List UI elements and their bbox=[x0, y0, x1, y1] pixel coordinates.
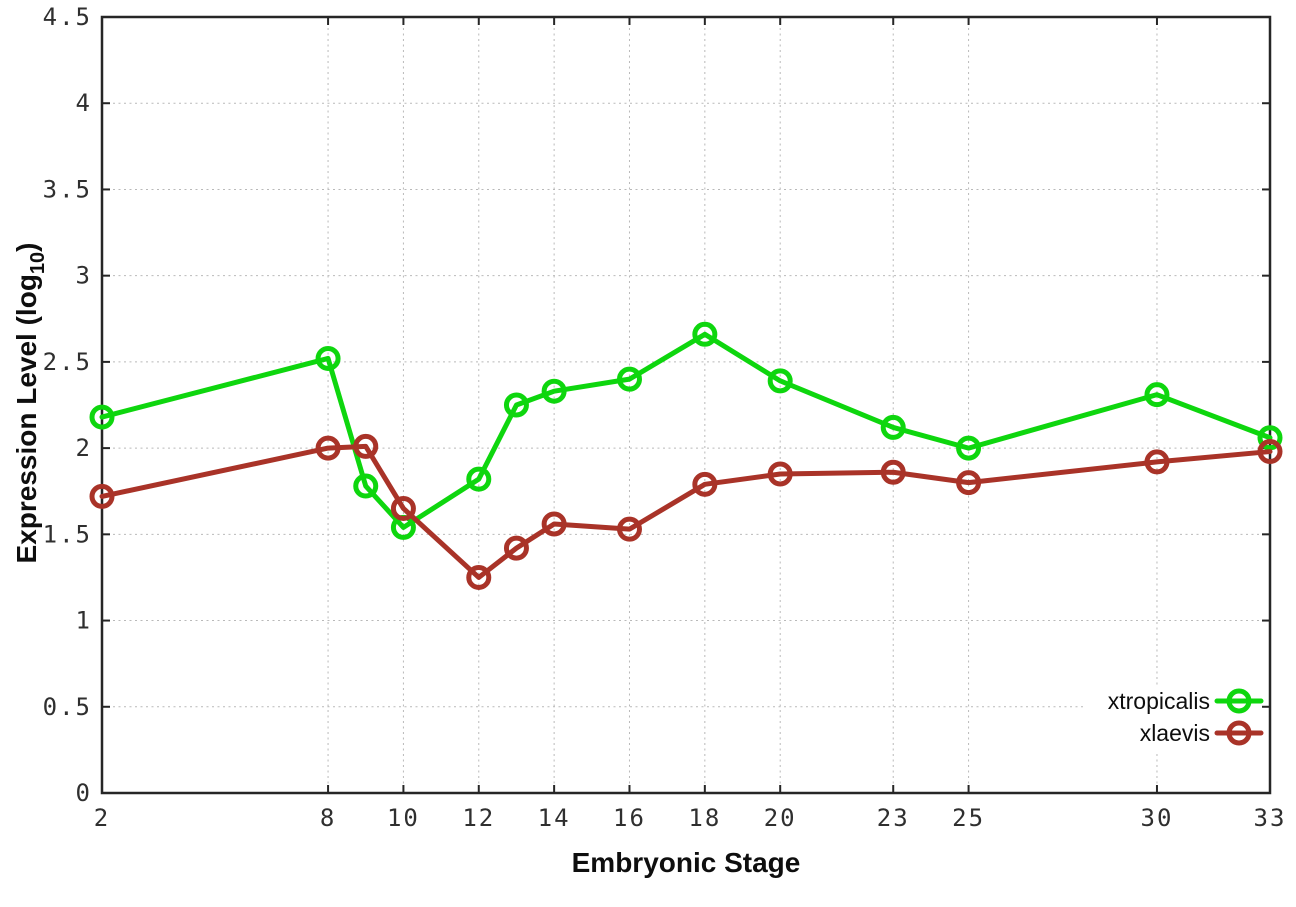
x-tick-label: 16 bbox=[613, 804, 646, 832]
y-axis-title-post: ) bbox=[11, 243, 42, 252]
x-tick-label: 30 bbox=[1141, 804, 1174, 832]
x-tick-label: 2 bbox=[94, 804, 110, 832]
x-tick-label: 12 bbox=[462, 804, 495, 832]
data-point-xlaevis-stage-8 bbox=[315, 435, 341, 461]
legend-sample-marker-xlaevis bbox=[1226, 720, 1252, 746]
y-tick-label: 4.5 bbox=[43, 3, 92, 31]
x-tick-label: 25 bbox=[952, 804, 985, 832]
y-tick-label: 2 bbox=[76, 434, 92, 462]
y-axis-title-pre: Expression Level (log bbox=[11, 274, 42, 563]
y-tick-label: 1.5 bbox=[43, 520, 92, 548]
data-point-xtropicalis-stage-2 bbox=[89, 404, 115, 430]
data-point-xtropicalis-stage-33 bbox=[1257, 425, 1283, 451]
data-point-xlaevis-stage-25 bbox=[956, 470, 982, 496]
x-tick-label: 18 bbox=[688, 804, 721, 832]
x-tick-label: 14 bbox=[538, 804, 571, 832]
x-tick-label: 33 bbox=[1254, 804, 1287, 832]
data-point-xtropicalis-stage-25 bbox=[956, 435, 982, 461]
data-point-xlaevis-stage-20 bbox=[767, 461, 793, 487]
legend-label-xlaevis: xlaevis bbox=[1140, 720, 1210, 746]
data-point-xlaevis-stage-9 bbox=[353, 433, 379, 459]
data-point-xlaevis-stage-18 bbox=[692, 471, 718, 497]
data-point-xtropicalis-stage-16 bbox=[616, 366, 642, 392]
x-axis-title: Embryonic Stage bbox=[572, 847, 801, 878]
legend-sample-marker-xtropicalis bbox=[1226, 688, 1252, 714]
plot-border bbox=[100, 15, 1272, 795]
x-tick-label: 10 bbox=[387, 804, 420, 832]
y-tick-label: 2.5 bbox=[43, 348, 92, 376]
x-tick-label: 20 bbox=[764, 804, 797, 832]
y-axis-title: Expression Level (log10) bbox=[11, 243, 49, 564]
data-point-xlaevis-stage-2 bbox=[89, 483, 115, 509]
data-point-xlaevis-stage-14 bbox=[541, 511, 567, 537]
data-point-xlaevis-stage-16 bbox=[616, 516, 642, 542]
data-point-xlaevis-stage-13 bbox=[503, 535, 529, 561]
y-tick-label: 0 bbox=[76, 779, 92, 807]
x-tick-label: 23 bbox=[877, 804, 910, 832]
y-tick-label: 0.5 bbox=[43, 693, 92, 721]
series-line-xtropicalis bbox=[99, 331, 1273, 530]
data-point-xlaevis-stage-12 bbox=[466, 564, 492, 590]
data-point-xlaevis-stage-33 bbox=[1257, 439, 1283, 465]
data-point-xtropicalis-stage-13 bbox=[503, 392, 529, 418]
y-tick-label: 3 bbox=[76, 262, 92, 290]
data-point-xlaevis-stage-23 bbox=[880, 459, 906, 485]
data-point-xtropicalis-stage-12 bbox=[466, 466, 492, 492]
y-tick-label: 1 bbox=[76, 607, 92, 635]
series-line-xlaevis bbox=[99, 443, 1273, 580]
y-tick-label: 4 bbox=[76, 89, 92, 117]
x-tick-label: 8 bbox=[320, 804, 336, 832]
data-point-xlaevis-stage-10 bbox=[390, 495, 416, 521]
data-point-xtropicalis-stage-14 bbox=[541, 378, 567, 404]
data-point-xtropicalis-stage-8 bbox=[315, 345, 341, 371]
y-axis-title-subscript: 10 bbox=[27, 252, 49, 274]
data-point-xtropicalis-stage-30 bbox=[1144, 382, 1170, 408]
data-point-xtropicalis-stage-20 bbox=[767, 368, 793, 394]
y-tick-label: 3.5 bbox=[43, 175, 92, 203]
data-point-xtropicalis-stage-18 bbox=[692, 321, 718, 347]
chart-generated-layer: 2 8 10 12 14 16 18 20 23 25 30 33 0 0.5 1 1.5 2 2.5 3 3.5 4 4… bbox=[43, 3, 1287, 832]
legend-label-xtropicalis: xtropicalis bbox=[1108, 688, 1210, 714]
data-point-xtropicalis-stage-9 bbox=[353, 473, 379, 499]
data-point-xtropicalis-stage-23 bbox=[880, 414, 906, 440]
data-point-xlaevis-stage-30 bbox=[1144, 449, 1170, 475]
